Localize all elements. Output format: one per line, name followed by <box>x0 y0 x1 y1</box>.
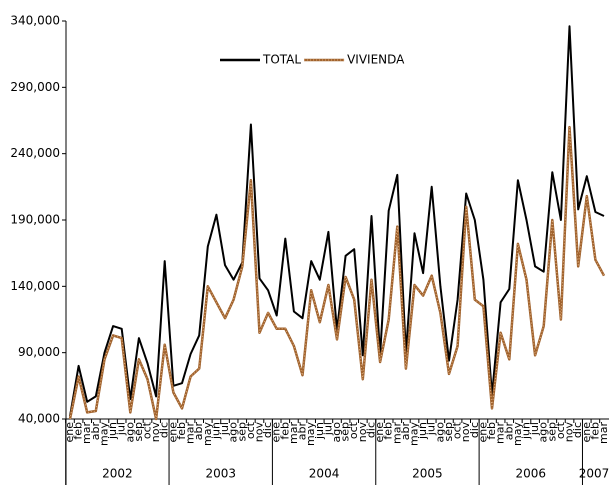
x-tick-label: feb <box>175 422 188 440</box>
x-tick-label: jun <box>106 422 119 440</box>
x-tick-label: ene <box>63 422 76 443</box>
x-tick-label: may <box>304 422 317 446</box>
x-tick-label: ene <box>580 422 593 443</box>
x-tick-label: oct <box>554 421 567 439</box>
x-tick-label: nov <box>356 422 369 443</box>
x-tick-label: feb <box>278 422 291 440</box>
x-tick-label: jul <box>218 422 231 436</box>
x-tick-label: feb <box>588 422 601 440</box>
x-tick-label: abr <box>192 422 205 441</box>
x-tick-label: dic <box>364 422 377 438</box>
x-tick-label: oct <box>451 421 464 439</box>
x-tick-label: ago <box>123 422 136 443</box>
y-tick-label: 90,000 <box>18 345 60 359</box>
y-tick-label: 240,000 <box>10 146 60 160</box>
year-label: 2003 <box>205 467 236 481</box>
x-tick-label: nov <box>563 422 576 443</box>
x-tick-label: jul <box>115 422 128 436</box>
x-tick-label: dic <box>261 422 274 438</box>
x-tick-label: sep <box>235 422 248 441</box>
x-tick-label: nov <box>459 422 472 443</box>
y-tick-label: 40,000 <box>18 412 60 426</box>
x-tick-label: abr <box>296 422 309 441</box>
x-tick-label: mar <box>80 422 93 444</box>
series-line-pattern <box>69 127 605 420</box>
x-tick-label: mar <box>390 422 403 444</box>
y-tick-label: 140,000 <box>10 279 60 293</box>
x-tick-label: jun <box>416 422 429 440</box>
x-tick-label: ago <box>433 422 446 443</box>
x-tick-label: jun <box>519 422 532 440</box>
year-label: 2006 <box>516 467 547 481</box>
x-tick-label: ene <box>476 422 489 443</box>
year-label: 2004 <box>309 467 340 481</box>
x-tick-label: ene <box>270 422 283 443</box>
x-tick-label: dic <box>468 422 481 438</box>
x-tick-label: feb <box>72 422 85 440</box>
x-tick-label: nov <box>149 422 162 443</box>
x-tick-label: jun <box>209 422 222 440</box>
x-tick-label: ene <box>166 422 179 443</box>
x-tick-label: may <box>511 422 524 446</box>
x-tick-label: jun <box>313 422 326 440</box>
x-tick-label: sep <box>545 422 558 441</box>
x-tick-label: ago <box>537 422 550 443</box>
x-tick-label: oct <box>141 421 154 439</box>
x-tick-label: mar <box>184 422 197 444</box>
x-tick-label: feb <box>485 422 498 440</box>
x-tick-label: may <box>408 422 421 446</box>
x-tick-label: mar <box>494 422 507 444</box>
x-tick-label: dic <box>571 422 584 438</box>
x-tick-label: sep <box>442 422 455 441</box>
year-label: 2007 <box>579 467 609 481</box>
x-tick-label: oct <box>244 421 257 439</box>
year-label: 2002 <box>102 467 133 481</box>
x-tick-label: jul <box>425 422 438 436</box>
legend-label: TOTAL <box>262 53 301 67</box>
x-tick-label: ago <box>227 422 240 443</box>
x-tick-label: abr <box>502 422 515 441</box>
x-tick-label: ago <box>330 422 343 443</box>
x-tick-label: may <box>97 422 110 446</box>
x-tick-label: mar <box>287 422 300 444</box>
x-tick-label: ene <box>373 422 386 443</box>
x-tick-label: nov <box>252 422 265 443</box>
x-tick-label: jul <box>321 422 334 436</box>
x-tick-label: sep <box>339 422 352 441</box>
legend-label: VIVIENDA <box>347 53 405 67</box>
x-tick-label: abr <box>89 422 102 441</box>
year-label: 2005 <box>412 467 443 481</box>
x-tick-label: mar <box>597 422 609 444</box>
x-tick-label: dic <box>158 422 171 438</box>
y-tick-label: 340,000 <box>10 14 60 28</box>
x-tick-label: oct <box>347 421 360 439</box>
x-tick-label: abr <box>399 422 412 441</box>
series-line <box>69 25 605 417</box>
x-tick-label: sep <box>132 422 145 441</box>
x-tick-label: feb <box>382 422 395 440</box>
x-tick-label: jul <box>528 422 541 436</box>
x-tick-label: may <box>201 422 214 446</box>
y-tick-label: 190,000 <box>10 213 60 227</box>
y-tick-label: 290,000 <box>10 80 60 94</box>
